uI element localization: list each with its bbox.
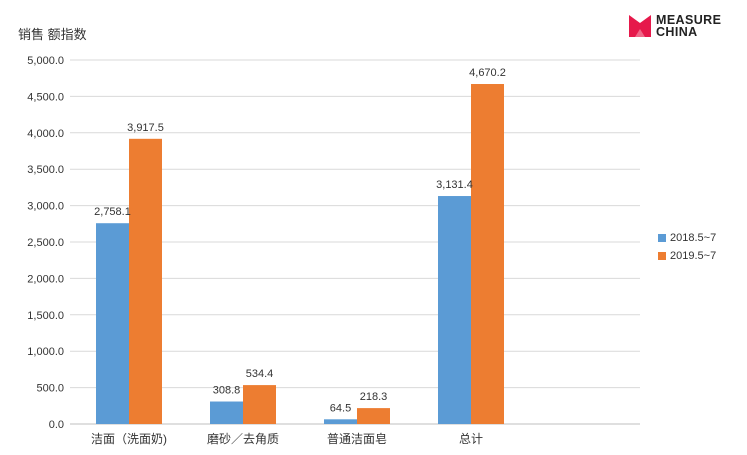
y-tick-label: 3,000.0 [27, 201, 64, 213]
data-label: 4,670.2 [469, 67, 506, 79]
x-tick-label: 磨砂／去角质 [207, 432, 279, 446]
legend-swatch-2018 [658, 234, 666, 242]
bar [438, 196, 471, 424]
y-tick-label: 1,500.0 [27, 310, 64, 322]
legend-label-2018: 2018.5~7 [670, 232, 717, 244]
bars [96, 84, 504, 425]
bar [357, 408, 390, 424]
measure-china-logo: MEASURE CHINA [629, 14, 739, 40]
bar [471, 84, 504, 425]
y-tick-label: 1,000.0 [27, 346, 64, 358]
data-label: 218.3 [360, 391, 388, 403]
data-label: 64.5 [330, 402, 351, 414]
data-labels: 2,758.1 3,917.5 308.8 534.4 64.5 218.3 3,131.4… [94, 67, 506, 414]
logo-mark-icon [629, 15, 651, 37]
y-tick-label: 2,500.0 [27, 237, 64, 249]
y-axis-ticks: 0.0 500.0 1,000.0 1,500.0 2,000.0 2,500.0 3,00… [27, 55, 64, 431]
logo-line1: MEASURE [656, 13, 722, 27]
gridlines [70, 59, 640, 425]
x-tick-label: 总计 [459, 432, 483, 446]
bar [324, 419, 357, 424]
legend-item-2019: 2019.5~7 [658, 247, 716, 265]
legend-item-2018: 2018.5~7 [658, 229, 716, 247]
y-tick-label: 500.0 [36, 383, 64, 395]
x-tick-label: 洁面（洗面奶) [91, 432, 167, 446]
bar [96, 223, 129, 424]
x-tick-label: 普通洁面皂 [327, 432, 387, 446]
data-label: 3,131.4 [436, 179, 473, 191]
logo-text: MEASURE CHINA [656, 13, 722, 39]
bar [210, 401, 243, 424]
data-label: 534.4 [246, 368, 274, 380]
bar [129, 138, 162, 424]
y-axis-label: 销售 额指数 [18, 27, 87, 42]
legend: 2018.5~7 2019.5~7 [658, 229, 716, 265]
legend-label-2019: 2019.5~7 [670, 250, 717, 262]
data-label: 3,917.5 [127, 122, 164, 134]
data-label: 2,758.1 [94, 206, 131, 218]
data-label: 308.8 [213, 385, 241, 397]
y-tick-label: 4,500.0 [27, 91, 64, 103]
bar [243, 385, 276, 424]
legend-swatch-2019 [658, 252, 666, 260]
y-tick-label: 3,500.0 [27, 164, 64, 176]
logo-line2: CHINA [656, 25, 698, 39]
y-tick-label: 5,000.0 [27, 55, 64, 67]
y-tick-label: 2,000.0 [27, 273, 64, 285]
y-tick-label: 0.0 [49, 419, 64, 431]
y-tick-label: 4,000.0 [27, 128, 64, 140]
x-axis-ticks: 洁面（洗面奶) 磨砂／去角质 普通洁面皂 总计 [91, 432, 483, 446]
